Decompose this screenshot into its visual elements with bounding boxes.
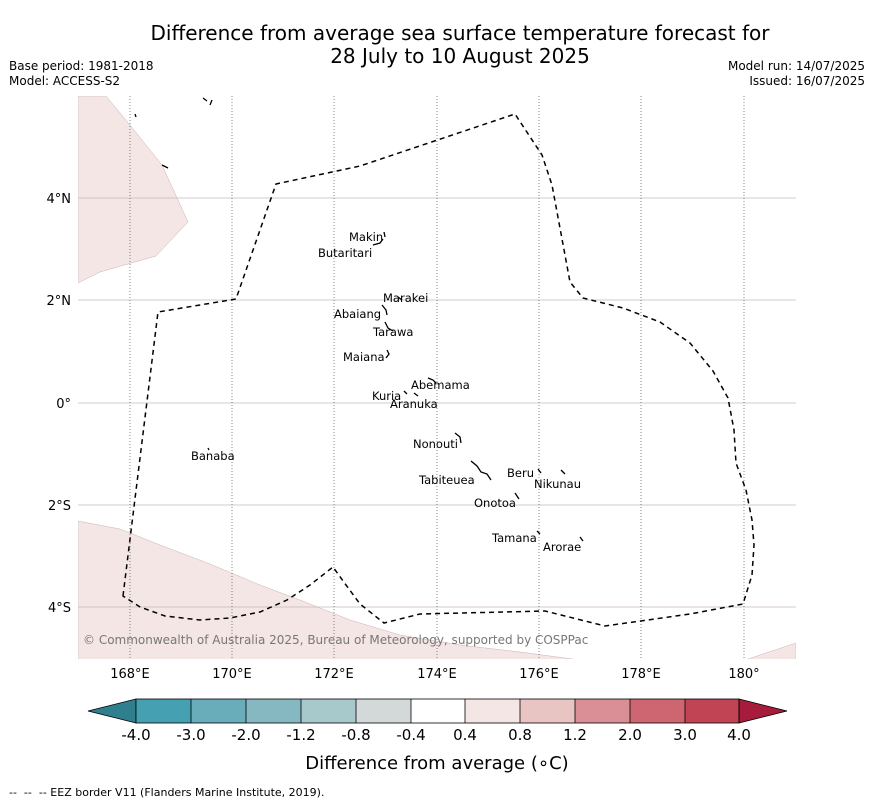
- island-north-3: [161, 164, 169, 169]
- colorbar-bin-6: [411, 699, 465, 723]
- cb-tick-1: -4.0: [121, 726, 150, 744]
- island-arorae: [579, 536, 584, 542]
- place-tamana: Tamana: [491, 531, 537, 545]
- place-makin: Makin: [349, 230, 383, 244]
- cb-tick-5: -0.8: [341, 726, 370, 744]
- place-nikunau: Nikunau: [534, 477, 581, 491]
- lon-label-174e: 174°E: [417, 667, 457, 682]
- island-tarawa: [384, 321, 394, 332]
- island-aranuka: [413, 392, 419, 397]
- lat-label-4n: 4°N: [47, 192, 72, 207]
- place-aranuka: Aranuka: [390, 397, 438, 411]
- island-makin: [383, 231, 386, 238]
- cb-tick-9: 1.2: [563, 726, 587, 744]
- model-name: Model: ACCESS-S2: [9, 74, 121, 88]
- island-north-1: [134, 113, 137, 118]
- cb-tick-8: 0.8: [508, 726, 532, 744]
- island-abemama: [427, 377, 437, 384]
- island-nikunau: [560, 469, 566, 475]
- meta-left: Base period: 1981-2018 Model: ACCESS-S2: [9, 59, 154, 89]
- longitude-gridlines: [129, 96, 745, 659]
- cb-tick-3: -2.0: [231, 726, 260, 744]
- colorbar-ticks: -4.0 -3.0 -2.0 -1.2 -0.8 -0.4 0.4 0.8 1.…: [121, 726, 751, 744]
- land-lower-left: [78, 520, 575, 659]
- island-butaritari: [372, 238, 384, 246]
- lon-label-180: 180°: [728, 667, 759, 682]
- island-abaiang: [381, 304, 388, 316]
- latitude-tick-labels: 4°N 2°N 0° 2°S 4°S: [47, 192, 72, 616]
- island-tamana: [536, 530, 541, 535]
- place-maiana: Maiana: [343, 350, 385, 364]
- place-beru: Beru: [507, 466, 534, 480]
- colorbar: -4.0 -3.0 -2.0 -1.2 -0.8 -0.4 0.4 0.8 1.…: [87, 698, 788, 774]
- colorbar-bin-11: [685, 699, 739, 723]
- island-kuria: [403, 390, 408, 395]
- colorbar-min-extension: [87, 698, 137, 724]
- island-banaba: [207, 447, 210, 451]
- cb-tick-7: 0.4: [453, 726, 477, 744]
- lat-label-2n: 2°N: [47, 294, 72, 309]
- place-arorae: Arorae: [543, 540, 581, 554]
- place-abemama: Abemama: [411, 378, 470, 392]
- colorbar-bin-10: [630, 699, 685, 723]
- colorbar-bin-3: [246, 699, 301, 723]
- colorbar-bin-4: [301, 699, 356, 723]
- island-maiana: [385, 349, 390, 359]
- place-onotoa: Onotoa: [474, 496, 516, 510]
- cb-tick-11: 3.0: [673, 726, 697, 744]
- colorbar-bin-7: [465, 699, 520, 723]
- cb-tick-6: -0.4: [396, 726, 425, 744]
- lat-label-4s: 4°S: [48, 601, 71, 616]
- longitude-tick-labels: 168°E 170°E 172°E 174°E 176°E 178°E 180°: [110, 667, 759, 682]
- meta-right: Model run: 14/07/2025 Issued: 16/07/2025: [728, 59, 865, 89]
- cb-tick-12: 4.0: [727, 726, 751, 744]
- island-north-2: [202, 97, 213, 106]
- place-kuria: Kuria: [372, 389, 401, 403]
- lon-label-168e: 168°E: [110, 667, 150, 682]
- lat-label-0: 0°: [56, 397, 71, 412]
- place-tarawa: Tarawa: [372, 325, 413, 339]
- model-run: Model run: 14/07/2025: [727, 59, 865, 73]
- cb-tick-4: -1.2: [286, 726, 315, 744]
- island-beru: [537, 468, 542, 474]
- base-period: Base period: 1981-2018: [9, 59, 154, 73]
- cb-tick-10: 2.0: [618, 726, 642, 744]
- place-tabiteuea: Tabiteuea: [418, 473, 475, 487]
- lon-label-172e: 172°E: [314, 667, 354, 682]
- islands: [134, 97, 584, 542]
- lon-label-176e: 176°E: [519, 667, 559, 682]
- map-area: Makin Butaritari Marakei Abaiang Tarawa …: [78, 96, 796, 659]
- land-upper-left: [78, 96, 189, 284]
- eez-legend-footer: -- -- -- EEZ border V11 (Flanders Marine…: [9, 786, 325, 799]
- place-nonouti: Nonouti: [413, 437, 458, 451]
- place-marakei: Marakei: [383, 291, 428, 305]
- copyright-notice: © Commonwealth of Australia 2025, Bureau…: [83, 633, 588, 647]
- colorbar-bin-9: [575, 699, 630, 723]
- land-lower-right: [747, 642, 796, 659]
- lon-label-178e: 178°E: [621, 667, 661, 682]
- island-onotoa: [514, 492, 520, 500]
- island-nonouti: [454, 432, 462, 444]
- island-marakei: [397, 296, 403, 301]
- issued-date: Issued: 16/07/2025: [749, 74, 865, 88]
- cb-tick-2: -3.0: [176, 726, 205, 744]
- place-banaba: Banaba: [191, 449, 235, 463]
- colorbar-bin-5: [356, 699, 411, 723]
- title-line-1: Difference from average sea surface temp…: [150, 21, 770, 45]
- lat-label-2s: 2°S: [48, 499, 71, 514]
- place-abaiang: Abaiang: [334, 307, 381, 321]
- place-labels: Makin Butaritari Marakei Abaiang Tarawa …: [191, 230, 581, 554]
- colorbar-max-extension: [738, 698, 788, 724]
- colorbar-frame: [135, 698, 740, 724]
- place-butaritari: Butaritari: [318, 246, 372, 260]
- island-tabiteuea: [470, 460, 492, 481]
- colorbar-bin-8: [520, 699, 575, 723]
- colorbar-bin-1: [136, 699, 191, 723]
- colorbar-label: Difference from average (∘C): [305, 753, 568, 774]
- map-title: Difference from average sea surface temp…: [80, 22, 840, 68]
- colorbar-bin-2: [191, 699, 246, 723]
- title-line-2: 28 July to 10 August 2025: [330, 44, 590, 68]
- lon-label-170e: 170°E: [212, 667, 252, 682]
